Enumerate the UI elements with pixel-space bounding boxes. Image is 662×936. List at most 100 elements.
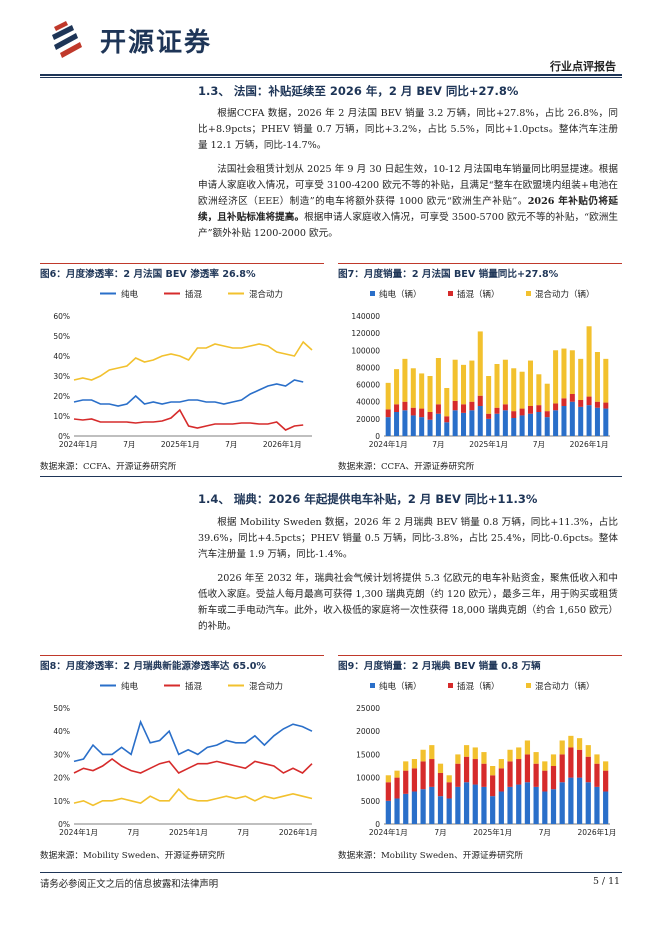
y-tick-label: 30% <box>53 372 70 381</box>
bar-segment <box>435 358 441 405</box>
bar-segment <box>550 754 557 766</box>
bar-segment <box>435 404 441 414</box>
y-tick-label: 0 <box>375 820 380 829</box>
legend-label: 混合动力（辆） <box>535 681 595 692</box>
bar-segment <box>452 410 458 436</box>
bar-segment <box>603 761 609 771</box>
legend-label: 纯电 <box>121 681 139 692</box>
y-tick-label: 20% <box>53 774 70 783</box>
legend-label: 插混 <box>185 289 203 300</box>
bar-segment <box>494 407 500 414</box>
series-line <box>73 379 304 407</box>
y-tick-label: 30% <box>53 750 70 759</box>
bar-segment <box>411 768 418 792</box>
bar-segment <box>437 763 444 773</box>
paragraph-emphasis: 2026 年补贴仍将延续，且补贴标准将提高。 <box>198 196 618 224</box>
y-tick-label: 0 <box>375 432 380 441</box>
chart-fig6: 纯电 插混 混合动力 0% 10% 20% 30% 40% 50% 60% 2024年1月 7月 202… <box>53 289 313 449</box>
figure-title: 图7：月度销量：2 月法国 BEV 销量同比+27.8% <box>338 269 559 280</box>
bar-segment <box>446 782 452 799</box>
bar-segment <box>444 416 450 423</box>
bar-segment <box>419 408 425 418</box>
bar-segment <box>585 745 591 757</box>
bar-segment <box>527 360 533 406</box>
paragraph: 法国社会租赁计划从 2025 年 9 月 30 日起生效，10-12 月法国电车… <box>198 162 618 243</box>
bar-segment <box>578 400 584 407</box>
bar-segment <box>486 376 492 414</box>
bar-segment <box>603 791 609 824</box>
paragraph: 根据 Mobility Sweden 数据，2026 年 2 月瑞典 BEV 销… <box>198 517 618 561</box>
bar-segment <box>403 761 409 771</box>
bar-segment <box>498 768 504 792</box>
bar-segment <box>420 749 426 762</box>
bar-segment <box>533 763 539 787</box>
bar-segment <box>576 738 583 750</box>
bar-segment <box>576 749 583 778</box>
bar-segment <box>561 406 567 436</box>
x-tick-label: 7月 <box>225 440 237 449</box>
bar-segment <box>511 411 517 418</box>
series-line <box>73 788 313 807</box>
bar-segment <box>542 761 548 771</box>
bar-segment <box>461 364 467 405</box>
x-tick-label: 2026年1月 <box>570 439 609 449</box>
legend-swatch <box>448 291 453 296</box>
footer-rule <box>40 872 622 873</box>
bar-segment <box>394 798 400 824</box>
bar-segment <box>494 364 500 408</box>
bar-segment <box>533 786 539 824</box>
bar-segment <box>553 403 559 411</box>
bar-segment <box>469 401 475 411</box>
bar-segment <box>569 401 575 436</box>
paragraph: 2026 年至 2032 年，瑞典社会气候计划将提供 5.3 亿欧元的电车补贴资… <box>198 572 618 633</box>
x-tick-label: 7月 <box>237 828 249 837</box>
bar-segment <box>452 400 458 411</box>
bar-segment <box>463 782 470 824</box>
y-tick-label: 140000 <box>351 312 380 321</box>
bar-segment <box>498 759 504 769</box>
bar-segment <box>586 396 592 406</box>
x-tick-label: 2024年1月 <box>59 827 98 837</box>
legend-label: 插混（辆） <box>457 289 500 300</box>
bar-segment <box>452 359 458 401</box>
y-tick-label: 0% <box>58 432 70 441</box>
bar-segment <box>542 770 548 792</box>
bar-segment <box>578 406 584 436</box>
bar-segment <box>394 777 400 799</box>
bar-segment <box>502 359 508 405</box>
legend-label: 纯电 <box>121 289 139 300</box>
legend-swatch <box>448 683 453 688</box>
bar-segment <box>511 368 517 412</box>
legend-label: 纯电（辆） <box>379 289 422 300</box>
series-line <box>73 408 304 431</box>
bar-segment <box>490 775 496 797</box>
bar-segment <box>603 408 609 436</box>
y-tick-label: 60% <box>53 312 70 321</box>
bar-segment <box>427 412 433 420</box>
x-tick-label: 2026年1月 <box>279 827 318 837</box>
bar-segment <box>502 404 508 411</box>
bar-segment <box>561 398 567 406</box>
bar-segment <box>437 772 444 797</box>
bar-segment <box>394 404 400 412</box>
bar-segment <box>559 782 565 824</box>
bar-segment <box>519 415 525 436</box>
bar-segment <box>527 413 533 436</box>
bar-segment <box>419 373 425 409</box>
bar-segment <box>429 745 435 760</box>
bar-segment <box>411 759 418 769</box>
header-rule-thin <box>40 77 622 78</box>
logo-mark-icon <box>52 21 82 58</box>
bar-segment <box>481 763 487 787</box>
bar-segment <box>516 747 522 760</box>
bar-segment <box>419 417 425 436</box>
legend-swatch <box>526 683 531 688</box>
bar-segment <box>511 418 517 436</box>
x-tick-label: 7月 <box>127 828 139 837</box>
bar-segment <box>435 413 441 436</box>
legend-label: 插混 <box>185 681 203 692</box>
y-tick-label: 5000 <box>361 797 380 806</box>
bar-segment <box>486 413 492 419</box>
bar-segment <box>568 735 574 748</box>
bar-segment <box>519 408 525 416</box>
